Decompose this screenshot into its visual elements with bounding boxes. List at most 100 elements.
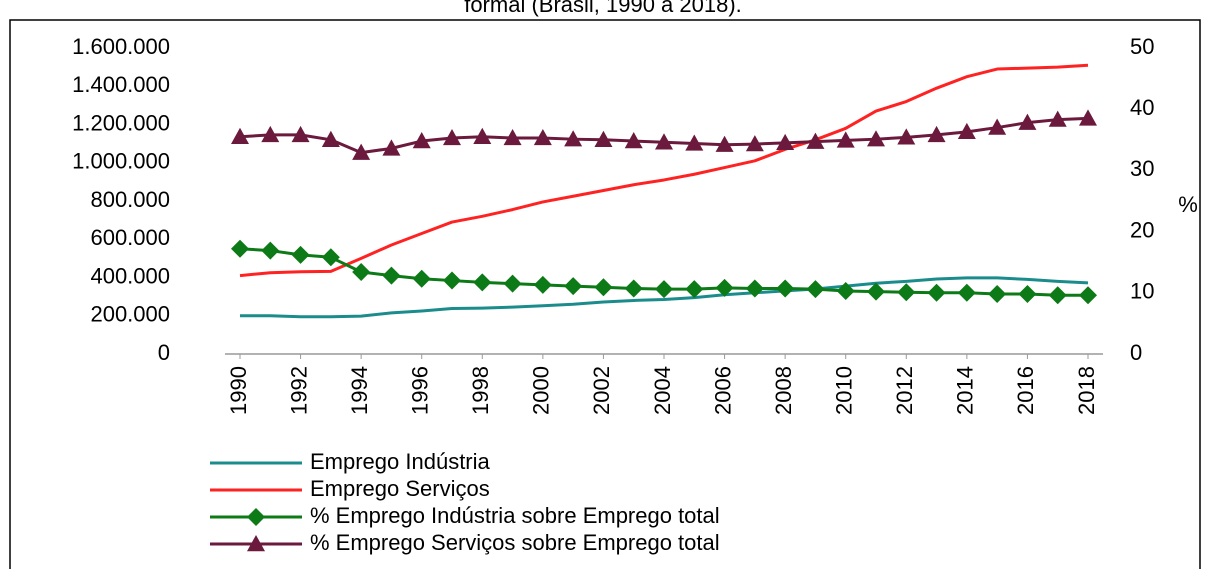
x-tick-label: 2002 [589,366,614,415]
series-line [240,276,1089,319]
data-point [806,132,825,149]
series-line [239,63,1089,278]
data-point [806,280,825,299]
data-point [503,128,522,146]
data-point [897,128,916,145]
y-tick-label: 800.000 [90,187,170,212]
data-point [321,130,340,147]
x-tick-label: 1994 [347,366,372,415]
data-point [776,279,795,298]
y-tick-label: 1.000.000 [72,149,170,174]
data-point [1048,286,1067,305]
data-point [533,128,552,146]
x-tick-label: 1990 [226,366,251,415]
data-point [624,132,643,149]
x-tick-label: 2018 [1074,366,1099,415]
y-tick-label: 1.600.000 [72,34,170,59]
data-point [1079,286,1097,305]
data-point [503,274,522,293]
data-point [382,139,401,156]
x-tick-label: 2008 [771,366,796,415]
data-point [261,125,280,143]
y-tick-label: 400.000 [90,263,170,288]
legend-marker [247,508,265,526]
legend-label: Emprego Indústria [310,449,491,474]
data-point [412,269,431,288]
x-tick-label: 2016 [1013,366,1038,415]
data-point [261,241,280,260]
y-tick-label: 1.400.000 [72,72,170,97]
data-point [594,130,613,147]
data-point [594,278,613,297]
data-point [927,125,946,143]
data-point [685,134,704,151]
data-point [957,122,976,140]
data-point [473,273,492,292]
y-tick-label: 600.000 [90,225,170,250]
data-point [443,271,461,290]
x-tick-label: 1996 [408,366,433,415]
legend-label: % Emprego Serviços sobre Emprego total [310,530,720,555]
data-point [988,118,1007,135]
data-point [655,280,673,299]
y2-axis-label: % [1178,192,1198,217]
data-point [231,127,249,144]
legend-marker [247,535,265,552]
data-point [897,283,916,302]
x-tick-label: 2004 [650,366,675,415]
chart-title: formal (Brasil, 1990 a 2018). [464,0,742,17]
data-point [745,135,764,152]
data-point [867,282,885,301]
data-point [867,130,885,147]
data-point [776,133,795,151]
data-point [382,266,401,285]
x-tick-label: 2012 [892,366,917,415]
y2-tick-label: 20 [1130,217,1154,242]
data-point [291,245,310,264]
data-point [715,135,734,152]
legend-label: Emprego Serviços [310,476,490,501]
y2-tick-label: 50 [1130,34,1154,59]
data-point [1018,285,1037,304]
y-tick-label: 1.200.000 [72,110,170,135]
y-tick-label: 0 [158,340,170,365]
data-point [1018,113,1037,130]
data-point [291,125,310,143]
data-point [655,133,673,150]
chart-frame [9,19,1201,569]
data-point [321,248,340,267]
data-point [473,127,492,144]
data-point [836,281,855,300]
data-point [927,283,946,302]
y2-tick-label: 10 [1130,279,1154,304]
y2-tick-label: 0 [1130,340,1142,365]
data-point [1048,110,1067,127]
data-point [352,143,371,160]
data-point [564,130,583,147]
x-tick-label: 2014 [953,366,978,415]
data-point [624,279,643,298]
data-point [352,262,371,281]
data-point [745,279,764,298]
data-point [533,275,552,294]
data-point [836,131,855,148]
data-point [443,128,461,146]
data-point [685,280,704,299]
x-tick-label: 2010 [832,366,857,415]
x-tick-label: 2006 [710,366,735,415]
data-point [412,132,431,149]
data-point [1079,109,1097,126]
y2-tick-label: 30 [1130,156,1154,181]
data-point [564,277,583,296]
data-point [957,283,976,302]
x-tick-label: 1992 [286,366,311,415]
y2-tick-label: 40 [1130,95,1154,120]
y-tick-label: 200.000 [90,302,170,327]
data-point [988,285,1007,304]
x-tick-label: 1998 [468,366,493,415]
data-point [231,239,249,258]
legend-label: % Emprego Indústria sobre Emprego total [310,503,720,528]
data-point [715,278,734,297]
